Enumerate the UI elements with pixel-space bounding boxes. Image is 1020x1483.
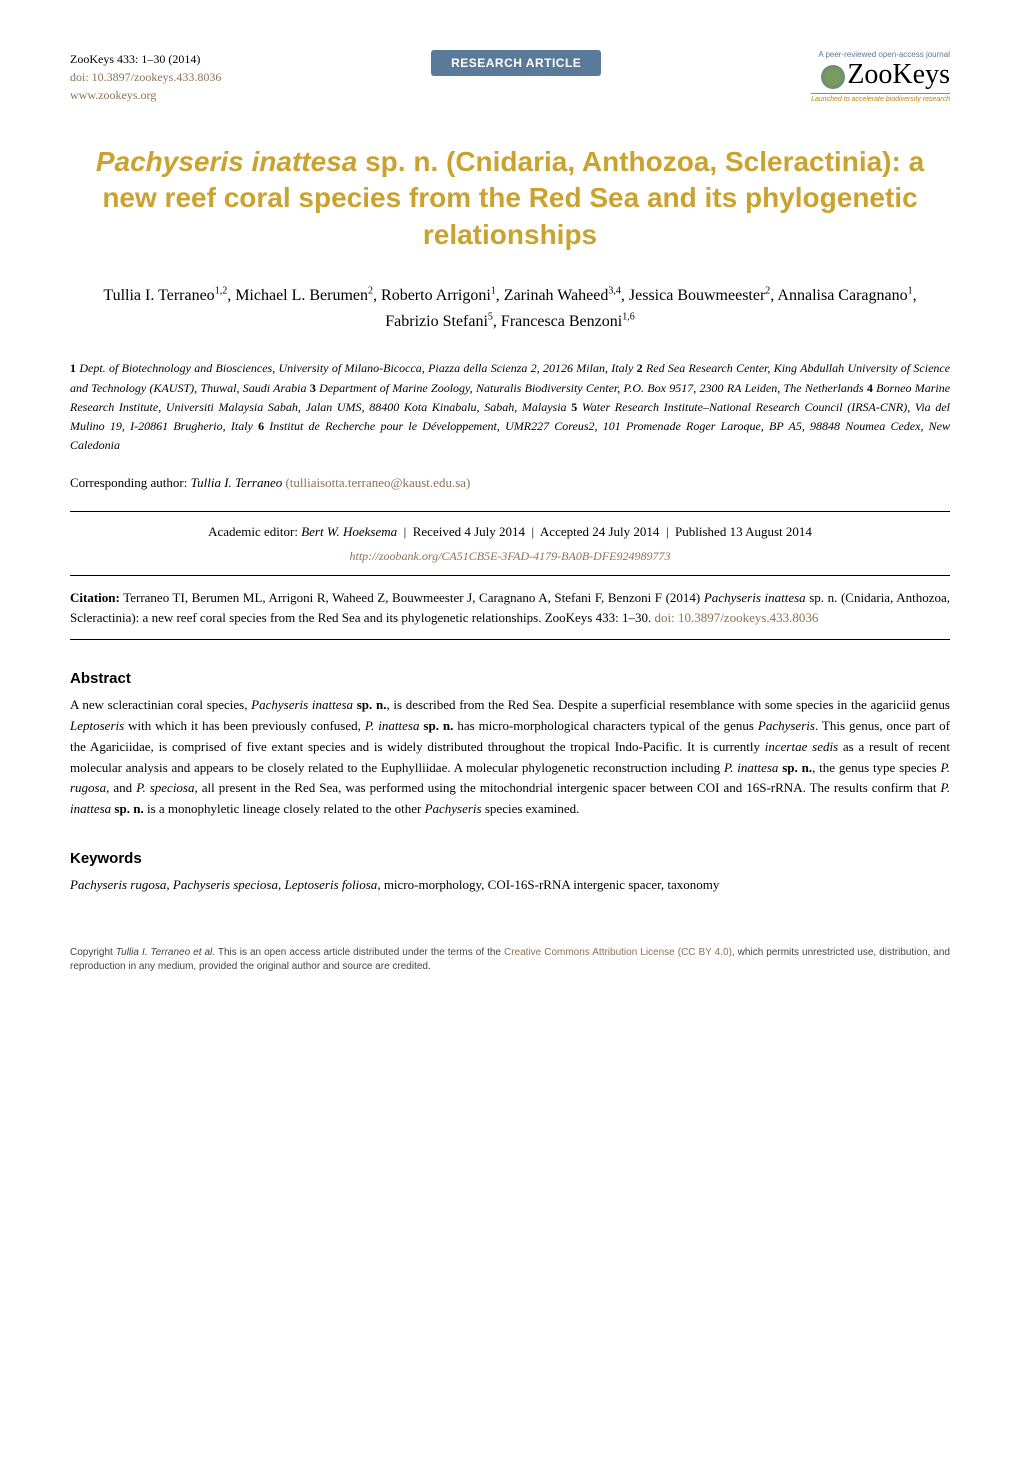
license-text: This is an open access article distribut… [215, 947, 504, 958]
journal-logo: A peer-reviewed open-access journal ZooK… [811, 50, 950, 103]
copyright-prefix: Copyright [70, 947, 116, 958]
authors-list: Tullia I. Terraneo1,2, Michael L. Berume… [70, 283, 950, 334]
affiliation-num: 1 [70, 361, 76, 375]
zoobank-url[interactable]: http://zoobank.org/CA51CB5E-3FAD-4179-BA… [350, 549, 671, 563]
article-title: Pachyseris inattesa sp. n. (Cnidaria, An… [70, 144, 950, 253]
affiliation-text: Dept. of Biotechnology and Biosciences, … [79, 361, 633, 375]
journal-info: ZooKeys 433: 1–30 (2014) [70, 50, 221, 68]
author: Tullia I. Terraneo1,2 [103, 287, 227, 304]
keywords-text: Pachyseris rugosa, Pachyseris speciosa, … [70, 875, 950, 896]
academic-editor-label: Academic editor: [208, 524, 301, 539]
logo-text: ZooKeys [847, 59, 950, 90]
affiliation-text: Department of Marine Zoology, Naturalis … [319, 381, 863, 395]
logo-divider [811, 93, 950, 94]
logo-tagline-top: A peer-reviewed open-access journal [811, 50, 950, 59]
author: Zarinah Waheed3,4 [504, 287, 621, 304]
author: Fabrizio Stefani5 [385, 313, 493, 330]
journal-url[interactable]: www.zookeys.org [70, 86, 221, 104]
affiliation-num: 3 [310, 381, 316, 395]
keywords-heading: Keywords [70, 850, 950, 867]
accepted-date: Accepted 24 July 2014 [540, 524, 660, 539]
header-meta: ZooKeys 433: 1–30 (2014) doi: 10.3897/zo… [70, 50, 221, 104]
affiliation-num: 2 [637, 361, 643, 375]
citation-doi-link[interactable]: doi: 10.3897/zookeys.433.8036 [654, 610, 818, 625]
author: Francesca Benzoni1,6 [501, 313, 635, 330]
cc-license-link[interactable]: Creative Commons Attribution License (CC… [504, 947, 732, 958]
received-date: Received 4 July 2014 [413, 524, 525, 539]
editorial-info: Academic editor: Bert W. Hoeksema | Rece… [70, 520, 950, 567]
doi-info[interactable]: doi: 10.3897/zookeys.433.8036 [70, 68, 221, 86]
abstract-text: A new scleractinian coral species, Pachy… [70, 695, 950, 820]
author: Michael L. Berumen2 [235, 287, 373, 304]
logo-tagline-bottom: Launched to accelerate biodiversity rese… [811, 96, 950, 103]
corresponding-author: Corresponding author: Tullia I. Terraneo… [70, 475, 950, 491]
published-date: Published 13 August 2014 [675, 524, 812, 539]
corresponding-label: Corresponding author: [70, 475, 191, 490]
affiliation-num: 4 [867, 381, 873, 395]
citation-block: Citation: Terraneo TI, Berumen ML, Arrig… [70, 588, 950, 627]
affiliation-num: 6 [258, 419, 264, 433]
logo-main: ZooKeys [811, 59, 950, 91]
copyright-holder: Tullia I. Terraneo et al. [116, 947, 215, 958]
author: Annalisa Caragnano1 [777, 287, 912, 304]
divider [70, 575, 950, 576]
affiliation-num: 5 [571, 400, 577, 414]
author: Jessica Bouwmeester2 [629, 287, 770, 304]
academic-editor-name: Bert W. Hoeksema [301, 524, 397, 539]
research-article-badge: RESEARCH ARTICLE [431, 50, 601, 76]
abstract-heading: Abstract [70, 670, 950, 687]
citation-label: Citation: [70, 590, 120, 605]
page-container: ZooKeys 433: 1–30 (2014) doi: 10.3897/zo… [0, 0, 1020, 1014]
divider [70, 639, 950, 640]
corresponding-email[interactable]: (tulliaisotta.terraneo@kaust.edu.sa) [285, 475, 470, 490]
globe-icon [821, 65, 845, 89]
author: Roberto Arrigoni1 [381, 287, 496, 304]
title-italic-species: Pachyseris inattesa [96, 146, 358, 177]
affiliations: 1 Dept. of Biotechnology and Biosciences… [70, 359, 950, 455]
header-row: ZooKeys 433: 1–30 (2014) doi: 10.3897/zo… [70, 50, 950, 104]
copyright-footer: Copyright Tullia I. Terraneo et al. This… [70, 946, 950, 974]
corresponding-name: Tullia I. Terraneo [191, 475, 283, 490]
divider [70, 511, 950, 512]
